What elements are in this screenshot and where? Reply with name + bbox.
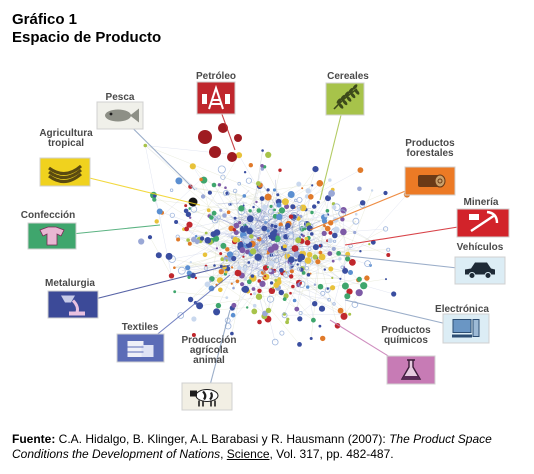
network-nodes: [138, 123, 411, 347]
car-icon: [465, 262, 495, 279]
cow-icon: [190, 389, 219, 407]
category-label-pesca: Pesca: [106, 92, 135, 103]
category-label-petroleo: Petróleo: [196, 71, 236, 82]
category-label-agricultura: Agricultura tropical: [39, 128, 93, 149]
category-label-forestales: Productos forestales: [405, 138, 455, 159]
category-cereales: Cereales: [319, 71, 369, 201]
category-textiles: Textiles: [116, 274, 231, 363]
chart-subtitle: Espacio de Producto: [12, 29, 162, 46]
source-work: The Product Space Conditions the Develop…: [12, 432, 492, 461]
mine-icon: [469, 210, 499, 232]
banana-icon: [48, 164, 82, 183]
category-quimicos: Productos químicos: [329, 319, 436, 385]
category-label-quimicos: Productos químicos: [381, 325, 431, 346]
source-journal[interactable]: Science: [226, 447, 270, 461]
leader-line-cereales: [319, 98, 346, 201]
wheat-icon: [333, 84, 360, 110]
category-animal: Producción agrícola animal: [181, 309, 237, 411]
category-petroleo: Petróleo: [196, 71, 236, 151]
category-confeccion: Confección: [21, 210, 161, 250]
oil-derrick-icon: [202, 84, 230, 110]
leader-line-metalurgia: [72, 264, 231, 306]
category-label-metalurgia: Metalurgia: [45, 278, 95, 289]
category-label-cereales: Cereales: [327, 71, 369, 82]
log-icon: [418, 174, 446, 188]
category-metalurgia: Metalurgia: [45, 264, 231, 319]
category-callouts: Petróleo Cereales Pesca Agricultura tropical…: [21, 71, 510, 411]
computer-icon: [452, 319, 480, 338]
chart-title: Gráfico 1: [12, 11, 78, 28]
leader-line-animal: [206, 309, 231, 397]
source-details: , Vol. 317, pp. 482-487.: [269, 447, 394, 461]
metal-pour-icon: [61, 295, 85, 316]
category-vehiculos: Vehículos: [339, 242, 506, 285]
category-label-mineria: Minería: [463, 197, 498, 208]
category-label-textiles: Textiles: [122, 322, 159, 333]
category-tile-electronica: [442, 313, 490, 344]
category-label-vehiculos: Vehículos: [457, 242, 504, 253]
category-electronica: Electrónica: [344, 299, 490, 344]
category-mineria: Minería: [344, 197, 510, 246]
textile-bale-icon: [127, 341, 154, 357]
flask-icon: [400, 359, 422, 380]
source-prefix: Fuente:: [12, 432, 56, 446]
fish-icon: [105, 108, 139, 123]
category-label-electronica: Electrónica: [435, 304, 489, 315]
category-pesca: Pesca: [96, 92, 196, 191]
product-space-diagram: Petróleo Cereales Pesca Agricultura tropical…: [21, 71, 510, 411]
category-label-animal: Producción agrícola animal: [181, 335, 236, 366]
source-note: Fuente: C.A. Hidalgo, B. Klinger, A.L Ba…: [12, 432, 492, 461]
garment-icon: [39, 226, 65, 246]
category-label-confeccion: Confección: [21, 210, 75, 221]
category-agricultura: Agricultura tropical: [39, 128, 201, 206]
category-forestales: Productos forestales: [309, 138, 456, 231]
source-authors: C.A. Hidalgo, B. Klinger, A.L Barabasi y…: [55, 432, 390, 446]
